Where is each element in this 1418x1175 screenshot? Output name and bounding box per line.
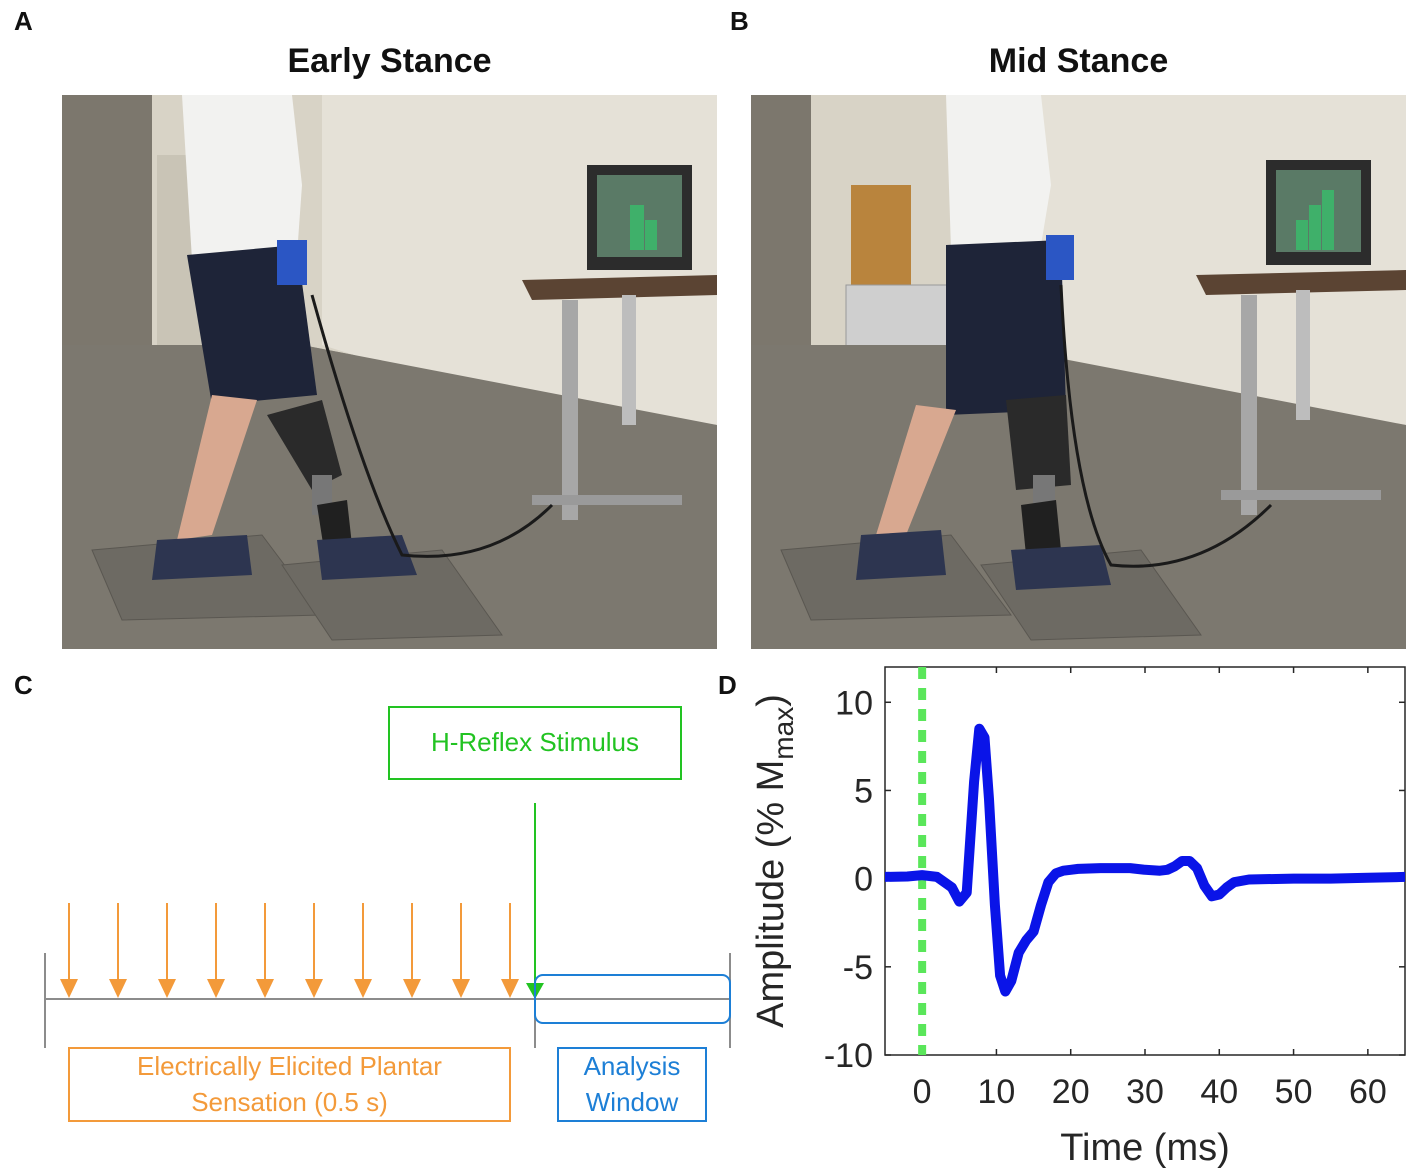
x-tick-label: 0 [913,1073,932,1111]
x-axis-label: Time (ms) [1060,1127,1230,1169]
panel-letter-c: C [14,670,33,700]
y-tick-label: 0 [854,861,873,899]
panel-letter-b: B [730,6,749,36]
pulse-arrow [452,903,470,998]
pulse-arrow [305,903,323,998]
pulse-arrow [207,903,225,998]
pulse-arrow [354,903,372,998]
analysis-window-line1: Analysis [583,1051,681,1082]
pulse-arrow [256,903,274,998]
pulse-arrow [403,903,421,998]
pulse-arrow [60,903,78,998]
y-tick-label: -10 [824,1037,873,1075]
photo-early-stance [62,95,717,649]
x-tick-label: 30 [1126,1073,1164,1111]
y-axis-label: Amplitude (% Mmax) [750,694,799,1028]
plot-area [884,666,1406,1056]
y-axis-label-main: Amplitude (% M [750,760,792,1028]
plantar-sensation-line2: Sensation (0.5 s) [191,1086,388,1117]
pulse-arrow [501,903,519,998]
panel-letter-a: A [14,6,33,36]
sensation-pulse-arrows [60,903,519,998]
y-axis-label-close: ) [750,694,792,707]
plantar-sensation-line1: Electrically Elicited Plantar [137,1051,442,1082]
photo-mid-stance [751,95,1406,649]
x-tick-label: 10 [978,1073,1016,1111]
x-tick-label: 40 [1200,1073,1238,1111]
x-tick-label: 50 [1275,1073,1313,1111]
pulse-arrow [158,903,176,998]
emg-trace [885,723,1405,997]
plantar-sensation-label: Electrically Elicited Plantar Sensation … [68,1047,511,1122]
analysis-window-marker [534,974,731,1024]
pulse-arrow [109,903,127,998]
y-tick-label: 10 [835,684,873,722]
analysis-window-label: Analysis Window [557,1047,707,1122]
h-reflex-stimulus-label: H-Reflex Stimulus [388,706,682,780]
x-tick-label: 60 [1349,1073,1387,1111]
x-tick-label: 20 [1052,1073,1090,1111]
axis-ticks: 0 10 20 30 40 50 60 -10 -5 0 5 10 [824,667,1405,1111]
y-tick-label: -5 [843,949,873,987]
y-tick-label: 5 [854,772,873,810]
panel-b-title: Mid Stance [988,42,1169,80]
analysis-window-line2: Window [585,1086,679,1117]
h-reflex-stimulus-text: H-Reflex Stimulus [430,727,640,758]
panel-a-title: Early Stance [287,42,492,80]
panel-letter-d: D [718,670,737,700]
y-axis-label-sub: max [768,707,799,760]
